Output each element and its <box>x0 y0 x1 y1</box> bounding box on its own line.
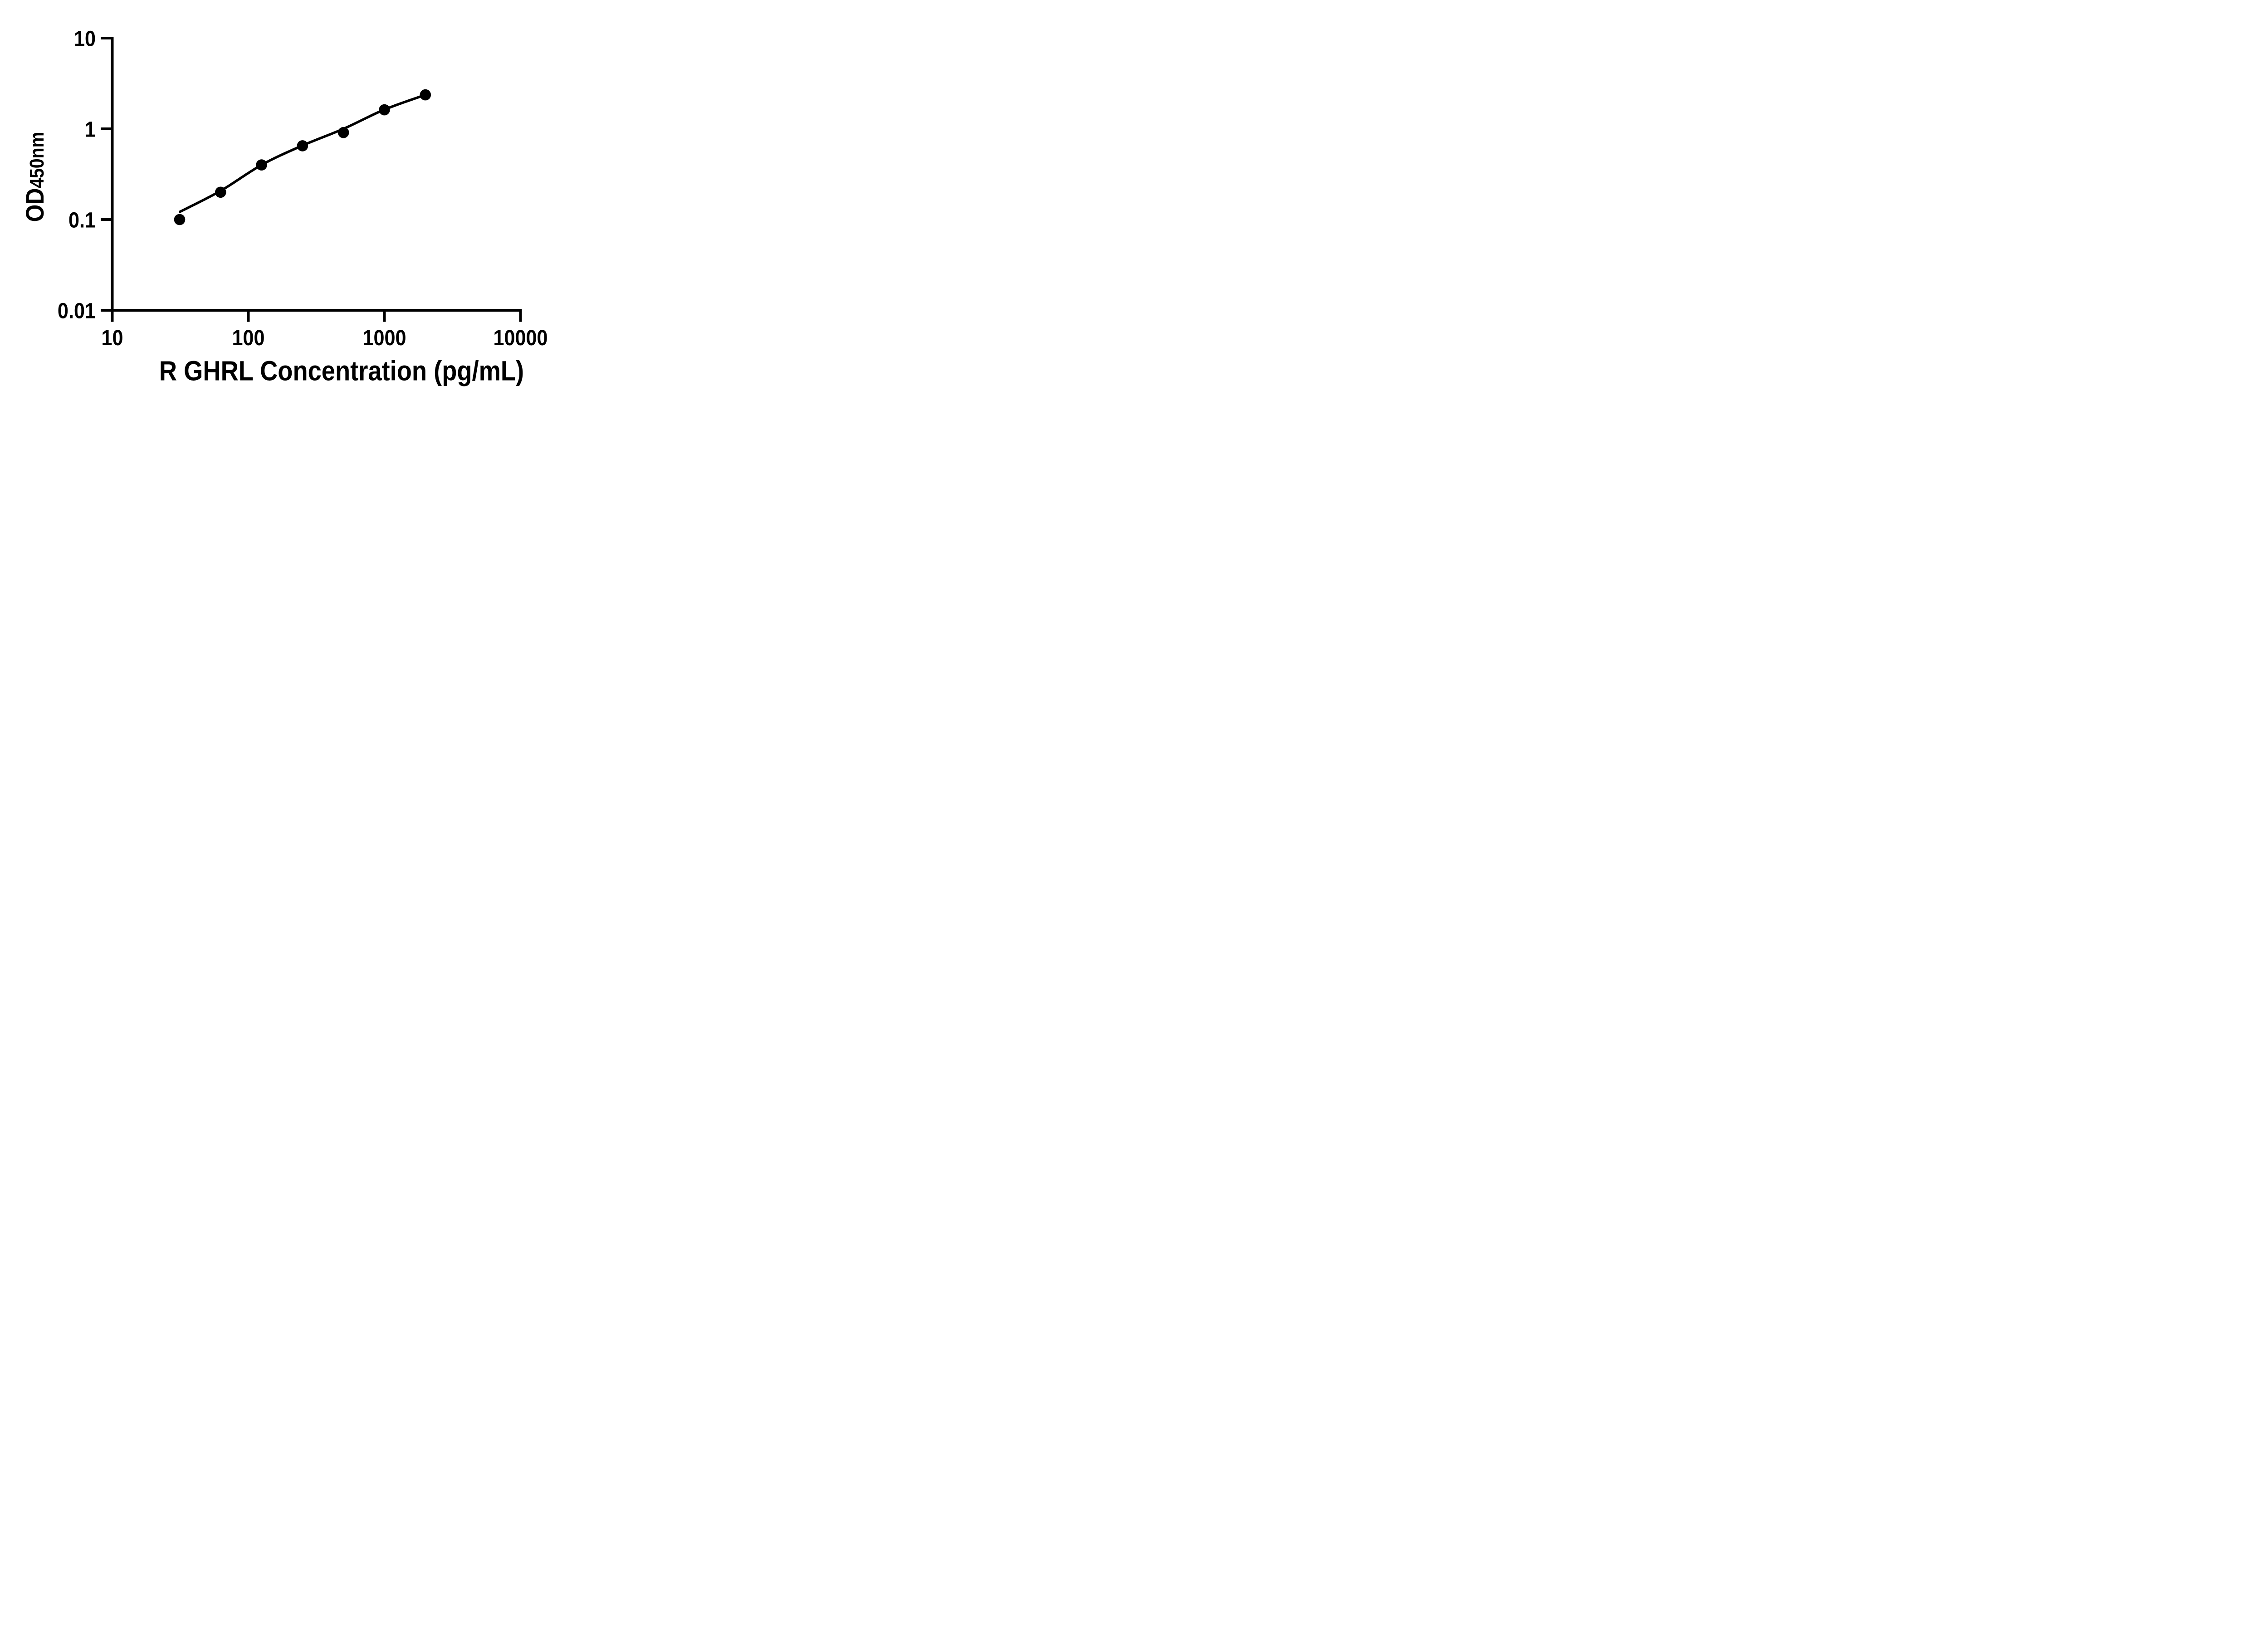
y-axis-title-subscript: 450nm <box>26 132 48 188</box>
data-points-layer <box>174 89 431 225</box>
y-tick-label-0.01: 0.01 <box>58 298 96 323</box>
data-point-500 <box>337 127 349 138</box>
x-tick-label-100: 100 <box>232 326 264 350</box>
x-axis-title: R GHRL Concentration (pg/mL) <box>159 355 524 386</box>
data-point-62.5 <box>215 186 226 198</box>
y-axis-title: OD450nm <box>20 132 49 222</box>
elisa-standard-curve-figure: 10 1 0.1 0.01 10 100 1000 10000 R GHRL Concentr… <box>0 0 583 408</box>
data-point-250 <box>297 140 308 152</box>
y-tick-label-0.1: 0.1 <box>68 208 96 232</box>
x-tick-label-10000: 10000 <box>493 326 547 350</box>
y-tick-label-1: 1 <box>85 117 96 142</box>
data-point-1000 <box>379 104 390 116</box>
data-point-31.25 <box>174 214 186 225</box>
x-tick-label-1000: 1000 <box>362 326 406 350</box>
y-tick-label-10: 10 <box>74 26 96 51</box>
x-tick-label-10: 10 <box>101 326 123 350</box>
data-point-125 <box>256 159 267 171</box>
axes-layer <box>101 37 522 322</box>
data-point-2000 <box>420 89 431 101</box>
y-axis-title-main: OD <box>20 188 49 222</box>
